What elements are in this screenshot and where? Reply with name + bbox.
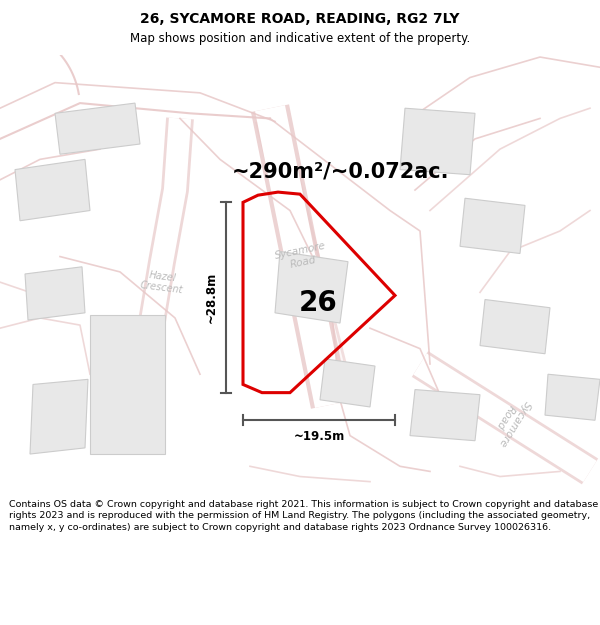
- Polygon shape: [25, 267, 85, 320]
- Text: ~28.8m: ~28.8m: [205, 272, 218, 323]
- Text: 26: 26: [299, 289, 337, 317]
- Text: ~19.5m: ~19.5m: [293, 431, 344, 444]
- Text: Sycamore
Road: Sycamore Road: [487, 392, 533, 448]
- Polygon shape: [15, 159, 90, 221]
- Text: ~290m²/~0.072ac.: ~290m²/~0.072ac.: [231, 162, 449, 182]
- Polygon shape: [275, 251, 348, 323]
- Text: Map shows position and indicative extent of the property.: Map shows position and indicative extent…: [130, 32, 470, 45]
- Text: Hazel
Crescent: Hazel Crescent: [139, 269, 185, 296]
- Polygon shape: [30, 379, 88, 454]
- Polygon shape: [460, 198, 525, 254]
- Polygon shape: [480, 299, 550, 354]
- Polygon shape: [400, 108, 475, 175]
- Polygon shape: [410, 389, 480, 441]
- Polygon shape: [320, 359, 375, 407]
- Text: Sycamore
Road: Sycamore Road: [274, 241, 329, 272]
- Polygon shape: [545, 374, 600, 420]
- Polygon shape: [55, 103, 140, 154]
- Polygon shape: [90, 315, 165, 454]
- Text: 26, SYCAMORE ROAD, READING, RG2 7LY: 26, SYCAMORE ROAD, READING, RG2 7LY: [140, 12, 460, 26]
- Text: Contains OS data © Crown copyright and database right 2021. This information is : Contains OS data © Crown copyright and d…: [9, 499, 598, 532]
